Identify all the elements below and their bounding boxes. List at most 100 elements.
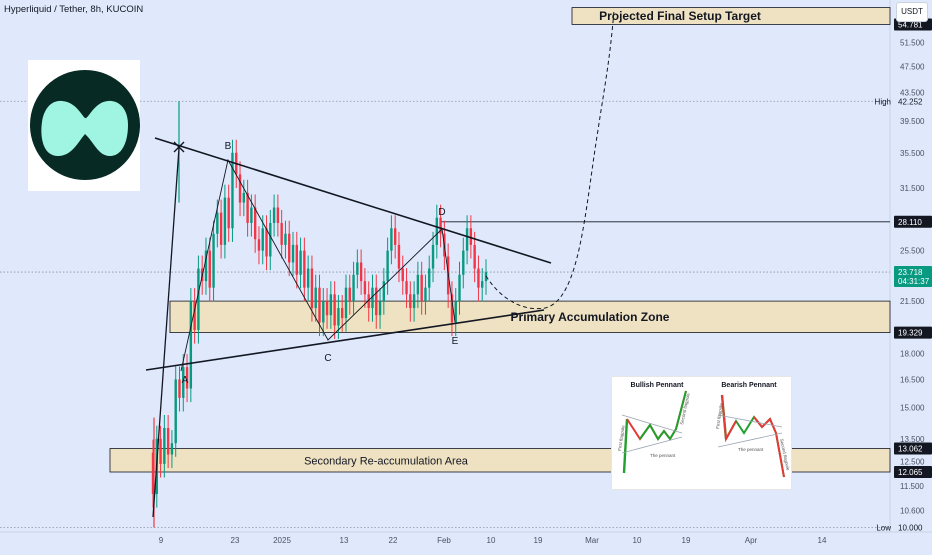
- candle-body-15: [208, 250, 211, 288]
- bullish-pennant-label: The pennant: [650, 453, 676, 458]
- bearish-pennant-label: The pennant: [738, 447, 764, 452]
- candle-body-54: [356, 262, 359, 275]
- wave-label-B: B: [225, 141, 232, 152]
- candle-body-19: [223, 197, 227, 245]
- price-tag-box: [894, 215, 932, 228]
- zone-primary-band: [169, 300, 891, 333]
- y-tick-label: 13.500: [900, 435, 925, 444]
- candle-body-61: [382, 281, 386, 302]
- candle-body-37: [291, 244, 295, 263]
- candle-body-44: [318, 287, 321, 323]
- price-tag-value: 10.000: [898, 524, 923, 533]
- candle-body-18: [219, 212, 223, 245]
- candle-body-9: [185, 367, 189, 389]
- candle-body-30: [265, 228, 268, 257]
- candle-body-7: [178, 379, 181, 398]
- x-tick-label: 19: [682, 536, 691, 545]
- candle-body-43: [314, 287, 317, 309]
- candle-body-73: [428, 268, 431, 288]
- candle-body-38: [295, 244, 298, 275]
- bullish-pennant-title: Bullish Pennant: [631, 382, 685, 389]
- price-tag-value: 42.252: [898, 97, 923, 106]
- candle-body-67: [405, 281, 408, 295]
- candle-body-60: [378, 301, 382, 316]
- candle-body-87: [481, 281, 484, 288]
- candle-body-5: [170, 443, 174, 455]
- candle-body-84: [469, 228, 473, 245]
- candle-body-11: [193, 301, 196, 330]
- candle-body-45: [322, 301, 325, 323]
- candle-body-69: [412, 294, 416, 309]
- flagpole-line: [152, 147, 180, 518]
- zone-target-band: [571, 7, 891, 25]
- x-tick-label: 13: [340, 536, 349, 545]
- candle-body-25: [246, 192, 249, 223]
- price-tag-value: 19.329: [898, 329, 923, 338]
- pennant-legend: Bullish Pennant Bearish Pennant First fl…: [611, 376, 792, 490]
- zone-target-label: Projected Final Setup Target: [599, 9, 761, 23]
- flagpole-apex-cross: [173, 141, 185, 153]
- price-tag-prefix: High: [875, 97, 891, 106]
- hyperliquid-logo-icon: [28, 60, 140, 191]
- price-tag-sub: 04:31:37: [898, 277, 930, 286]
- y-tick-label: 18.000: [900, 350, 925, 359]
- y-tick-label: 11.500: [900, 482, 924, 491]
- candle-body-40: [303, 250, 306, 288]
- candle-body-0: [151, 452, 155, 495]
- candle-body-53: [352, 274, 355, 302]
- zone-secondary-label: Secondary Re-accumulation Area: [304, 455, 469, 467]
- currency-selector[interactable]: USDT: [896, 2, 928, 22]
- candle-body-52: [348, 287, 351, 302]
- candle-body-36: [288, 233, 291, 263]
- candle-body-33: [276, 207, 280, 223]
- pennant-legend-graphic: Bullish Pennant Bearish Pennant First fl…: [617, 382, 791, 478]
- zone-primary-label: Primary Accumulation Zone: [511, 310, 670, 324]
- candle-body-41: [306, 268, 310, 288]
- y-tick-label: 47.500: [900, 63, 925, 72]
- candle-body-46: [325, 301, 329, 316]
- candle-body-35: [284, 233, 287, 245]
- candle-body-72: [424, 287, 427, 302]
- candle-body-58: [371, 287, 374, 309]
- x-tick-label: 10: [633, 536, 642, 545]
- price-tag-value: 12.065: [898, 468, 923, 477]
- candle-body-8: [182, 367, 185, 398]
- candle-body-79: [450, 294, 454, 323]
- candle-body-32: [272, 207, 276, 223]
- candle-body-51: [344, 287, 348, 319]
- candle-body-55: [359, 262, 363, 282]
- candle-body-10: [189, 301, 193, 389]
- y-tick-label: 21.500: [900, 297, 925, 306]
- candle-body-68: [409, 294, 412, 309]
- y-tick-label: 39.500: [900, 117, 925, 126]
- candle-body-70: [416, 274, 420, 295]
- chart-title: Hyperliquid / Tether, 8h, KUCOIN: [4, 4, 144, 15]
- x-tick-label: Apr: [745, 536, 758, 545]
- price-tag-box: [894, 466, 932, 479]
- x-tick-label: 14: [818, 536, 827, 545]
- y-tick-label: 31.500: [900, 184, 925, 193]
- candle-body-64: [393, 228, 397, 245]
- candle-body-23: [238, 174, 242, 203]
- candle-body-47: [329, 294, 333, 316]
- candle-body-16: [212, 233, 215, 288]
- candle-body-71: [420, 274, 423, 302]
- candle-body-42: [310, 268, 314, 309]
- pennant-lower-trendline: [145, 309, 545, 371]
- candle-body-80: [454, 301, 457, 323]
- x-tick-label: Mar: [585, 536, 599, 545]
- candle-body-24: [242, 192, 246, 203]
- candle-body-31: [269, 222, 272, 257]
- candle-body-20: [227, 197, 230, 229]
- price-tag-value: 54.781: [898, 20, 923, 29]
- price-tag-box: [894, 326, 932, 339]
- candle-body-75: [435, 217, 439, 245]
- candle-body-86: [477, 268, 480, 288]
- candle-body-12: [197, 268, 200, 330]
- y-tick-label: 16.500: [900, 375, 925, 384]
- bearish-pennant-title: Bearish Pennant: [721, 382, 777, 389]
- price-tag-box: [894, 442, 932, 455]
- bearish-second-flagpole-label: Second flagpole: [779, 438, 791, 471]
- x-tick-label: 2025: [273, 536, 291, 545]
